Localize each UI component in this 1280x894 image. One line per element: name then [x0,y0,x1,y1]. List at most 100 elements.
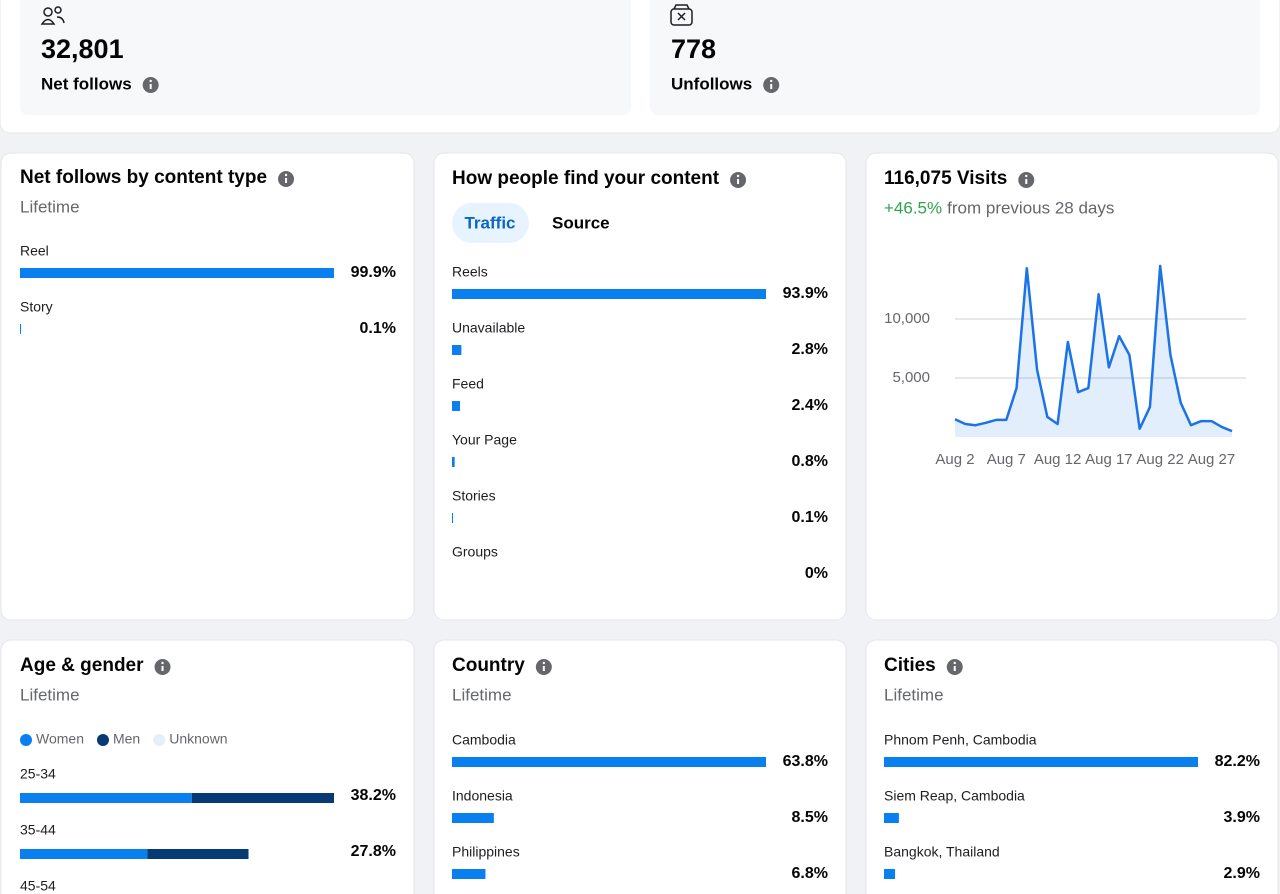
card [0,639,415,894]
row-label: Bangkok, Thailand [884,844,1000,860]
info-icon-glyph [953,661,956,665]
bar [884,869,896,879]
info-icon-glyph [284,173,288,177]
row-label: Siem Reap, Cambodia [884,788,1025,804]
row-label: Reels [452,264,488,280]
card-title: Cities [884,655,936,676]
card-subtitle: Lifetime [452,685,512,704]
row-value: 0% [805,565,828,582]
metric-value: 32,801 [41,34,124,64]
info-icon-glyph [542,666,545,671]
card-title: How people find your content [452,168,720,189]
info-icon-glyph [1025,179,1028,184]
card-subtitle: Lifetime [20,197,80,216]
info-icon-glyph [736,174,740,178]
row-label: Indonesia [452,788,513,804]
metric-label: Net follows [41,74,132,93]
legend-label: Women [36,731,84,747]
change-value: +46.5% [884,198,942,217]
tab-active-bg[interactable] [452,203,529,243]
row-label: Philippines [452,844,520,860]
metric-value: 778 [671,34,716,64]
change-note: from previous 28 days [947,198,1114,217]
card-subtitle: Lifetime [884,685,944,704]
bar [884,813,899,823]
bar [20,324,21,334]
row-label: Phnom Penh, Cambodia [884,732,1037,748]
row-value: 0.8% [792,453,828,470]
card-title: Net follows by content type [20,167,267,188]
info-icon-glyph [285,178,288,183]
card [0,152,415,621]
bar-segment [20,849,148,859]
info-icon-glyph [161,666,164,671]
x-tick-label: Aug 17 [1085,451,1133,468]
row-value: 0.1% [360,320,396,337]
card [433,639,847,894]
follows-icon [40,6,65,25]
card [865,639,1279,894]
bar [452,869,486,879]
row-label: Feed [452,376,484,392]
y-tick-label: 5,000 [892,369,930,386]
legend-label: Unknown [169,731,227,747]
bar [452,757,766,767]
row-value: 99.9% [351,264,396,281]
bar [20,268,334,278]
metric-label: Unfollows [671,74,752,93]
row-value: 3.9% [1224,809,1260,826]
row-value: 0.1% [792,509,828,526]
info-icon-glyph [149,79,152,83]
info-icon-glyph [161,661,164,665]
row-label: Unavailable [452,320,525,336]
legend-label: Men [113,731,140,747]
y-tick-label: 10,000 [884,310,930,327]
bar-segment [147,849,249,859]
info-icon-glyph [737,179,740,184]
card-title: Age & gender [20,655,144,676]
row-value: 2.4% [792,397,828,414]
row-value: 2.9% [1224,865,1260,882]
bar [452,345,462,355]
card-subtitle: Lifetime [20,685,80,704]
bar [452,289,766,299]
info-icon-glyph [149,84,152,89]
line [954,264,1233,433]
legend-swatch [20,734,32,746]
row-label: Reel [20,243,49,259]
summary-box [20,0,631,115]
row-value: 6.8% [792,865,828,882]
row-value: 38.2% [351,787,396,804]
row-label: 35-44 [20,822,56,838]
row-value: 8.5% [792,809,828,826]
x-tick-label: Aug 7 [987,451,1026,468]
unfollows-icon [670,4,693,26]
row-label: Groups [452,544,498,560]
bar [452,457,455,467]
tab[interactable]: Traffic [464,213,515,232]
info-icon-glyph [1025,174,1028,178]
info-icon-glyph [770,79,773,83]
bar-segment [191,793,334,803]
legend-swatch [96,734,109,746]
x-tick-label: Aug 12 [1034,451,1082,468]
info-icon-glyph [770,84,773,89]
card [865,152,1279,621]
x-tick-label: Aug 27 [1188,451,1236,468]
row-value: 82.2% [1215,753,1260,770]
bar [884,757,1198,767]
row-label: Story [20,299,53,315]
tab[interactable]: Source [552,213,610,232]
row-value: 63.8% [783,753,828,770]
row-label: Cambodia [452,732,516,748]
row-label: Stories [452,488,496,504]
row-value: 2.8% [792,341,828,358]
info-icon-glyph [953,666,956,671]
info-icon-glyph [542,661,546,665]
bar [452,513,453,523]
card-title: 116,075 Visits [884,168,1007,189]
row-label: 45-54 [20,878,56,894]
bar [452,813,494,823]
bar [452,401,461,411]
card-title: Country [452,655,525,676]
